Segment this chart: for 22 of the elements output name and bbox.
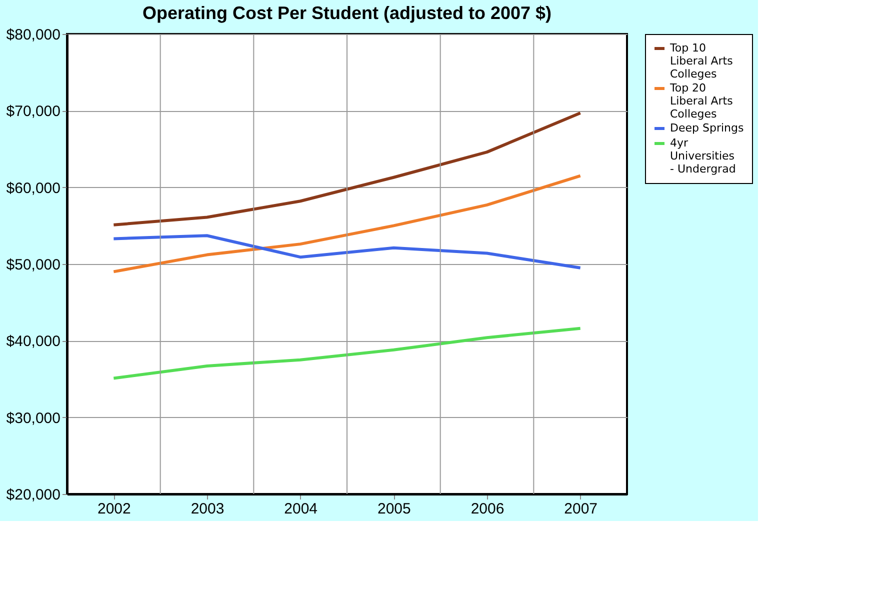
y-tick-label: $70,000 (6, 103, 60, 120)
legend-label: Top 20 Liberal Arts Colleges (669, 82, 734, 120)
x-tick-label: 2002 (97, 500, 131, 518)
y-tick-label: $30,000 (6, 410, 60, 427)
legend-label: Deep Springs (670, 122, 744, 134)
y-tick-label: $80,000 (6, 26, 60, 44)
chart-title: Operating Cost Per Student (adjusted to 2007 $) (142, 3, 552, 23)
x-tick-label: 2007 (564, 500, 598, 518)
x-tick-label: 2005 (377, 500, 411, 518)
line-series (112, 326, 582, 380)
x-tick-label: 2003 (190, 500, 224, 518)
y-tick-label: $20,000 (6, 486, 60, 504)
y-tick-label: $40,000 (6, 333, 60, 350)
line-series (112, 111, 582, 226)
legend-label: Top 10 Liberal Arts Colleges (669, 42, 734, 80)
x-tick-label: 2004 (284, 500, 318, 518)
legend-label: 4yr Universities - Undergrad (670, 136, 736, 176)
line-series (112, 174, 582, 274)
y-tick-label: $60,000 (6, 180, 60, 197)
line-series (112, 234, 582, 270)
x-tick-label: 2006 (470, 500, 504, 518)
y-tick-label: $50,000 (6, 256, 60, 274)
